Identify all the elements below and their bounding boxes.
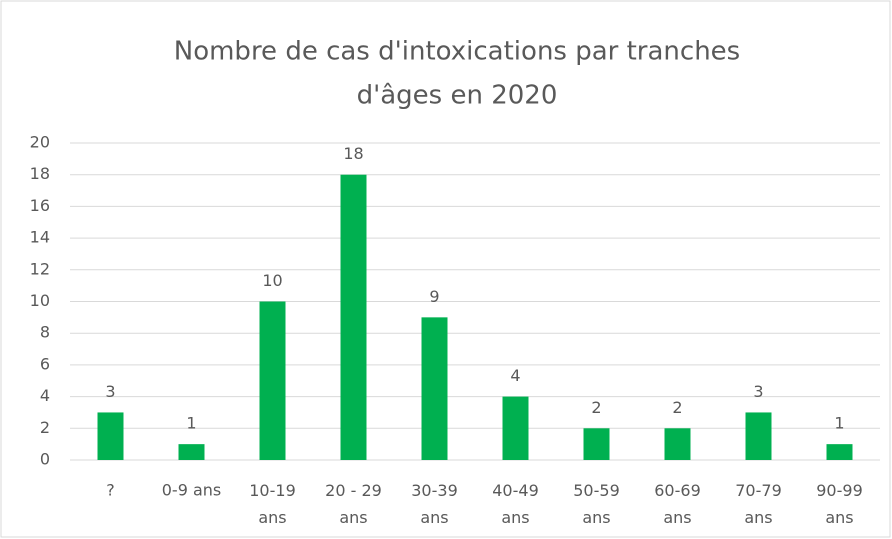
data-label: 2 [672,398,682,417]
x-tick-label: 60-69 ans [654,481,701,527]
x-tick-label: 10-19 ans [249,481,296,527]
y-tick-label: 18 [30,164,50,183]
y-tick-label: 0 [40,450,50,469]
y-tick-label: 6 [40,354,50,373]
bar [421,317,448,460]
x-tick-label: 0-9 ans [162,481,222,500]
bar [583,428,610,460]
y-tick-label: 16 [30,196,50,215]
data-label: 2 [591,398,601,417]
bar [340,174,367,460]
y-tick-label: 8 [40,323,50,342]
x-tick-label: 70-79 ans [735,481,782,527]
data-label: 1 [186,414,196,433]
bar [826,444,853,460]
y-tick-label: 10 [30,291,50,310]
bar [259,301,286,460]
data-label: 9 [429,287,439,306]
y-tick-label: 2 [40,418,50,437]
y-tick-label: 4 [40,386,50,405]
x-tick-label: 20 - 29 ans [325,481,382,527]
bar [664,428,691,460]
bar [502,396,529,460]
data-label: 10 [262,271,282,290]
data-label: 3 [753,382,763,401]
x-tick-label: 50-59 ans [573,481,620,527]
x-tick-label: ? [106,481,115,500]
y-tick-label: 20 [30,133,50,152]
data-label: 3 [105,382,115,401]
bar [97,412,124,460]
chart-title: d'âges en 2020 [357,81,558,111]
y-tick-label: 14 [30,228,50,247]
bar [745,412,772,460]
data-label: 4 [510,366,520,385]
x-tick-label: 40-49 ans [492,481,539,527]
chart-title: Nombre de cas d'intoxications par tranch… [174,37,740,67]
bar [178,444,205,460]
y-tick-label: 12 [30,259,50,278]
x-tick-label: 90-99 ans [816,481,863,527]
x-tick-label: 30-39 ans [411,481,458,527]
data-label: 1 [834,414,844,433]
data-label: 18 [343,144,363,163]
